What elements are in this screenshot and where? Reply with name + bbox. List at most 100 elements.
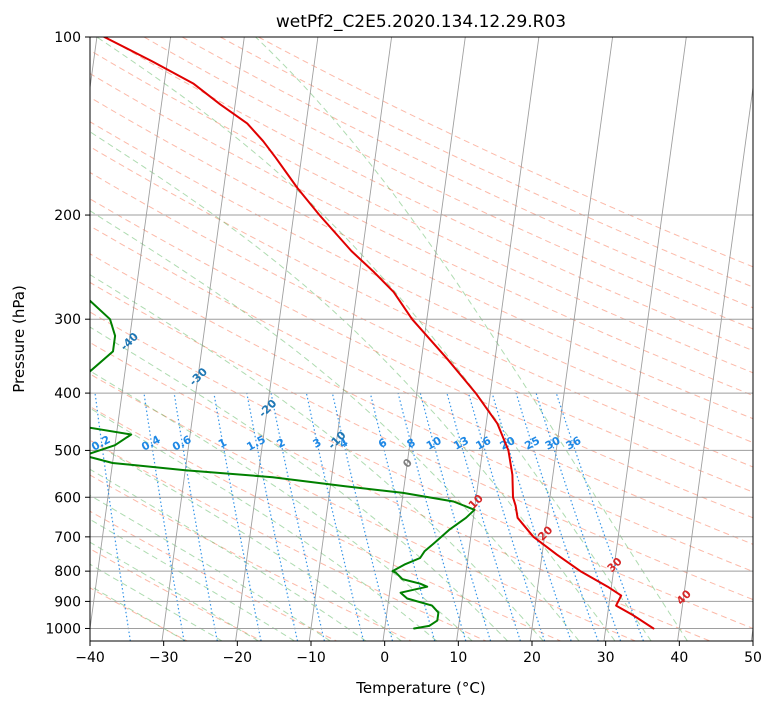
y-tick-label: 100: [54, 30, 81, 46]
moist-adiabat: [96, 37, 652, 641]
isotherm-line: [90, 37, 172, 632]
y-tick-label: 700: [54, 530, 81, 546]
isotherm-line: [456, 37, 540, 641]
y-tick-label: 1000: [45, 621, 81, 637]
mixing-ratio-label: 10: [424, 434, 444, 453]
moist-adiabat: [255, 37, 688, 641]
mixing-ratio-label: 36: [564, 434, 584, 453]
dry-adiabat: [143, 37, 753, 330]
moist-adiabat: [90, 210, 580, 641]
isotherm-label: -40: [118, 330, 141, 353]
mixing-ratio-line: [331, 392, 394, 641]
mixing-ratio-line: [419, 392, 492, 641]
mixing-ratio-line: [270, 392, 325, 641]
y-tick-label: 300: [54, 312, 81, 328]
plot-frame: [89, 36, 754, 642]
mixing-ratio-label: 16: [474, 434, 494, 453]
mixing-ratio-line: [397, 392, 467, 641]
moist-adiabat: [90, 468, 367, 641]
dry-adiabat: [90, 49, 753, 374]
mixing-ratio-line: [305, 392, 365, 641]
dry-adiabat: [90, 225, 753, 545]
mixing-ratio-line: [491, 392, 572, 641]
moist-adiabat: [90, 439, 402, 641]
mixing-ratio-line: [213, 392, 262, 641]
mixing-ratio-label: 25: [522, 434, 542, 453]
dry-adiabat: [90, 146, 753, 468]
moist-adiabat: [90, 518, 295, 641]
x-tick-label: −20: [223, 650, 253, 666]
mixing-ratio-line: [467, 392, 546, 641]
isotherm-line: [677, 84, 753, 641]
dry-adiabat: [90, 510, 337, 641]
mixing-ratio-line: [173, 392, 218, 641]
moist-adiabat: [90, 274, 544, 641]
temperature-profile: [103, 37, 655, 630]
moist-adiabat: [90, 585, 186, 641]
y-tick-label: 500: [54, 443, 81, 459]
dry-adiabat: [90, 406, 561, 641]
moist-adiabat: [90, 541, 259, 641]
y-tick-label: 400: [54, 386, 81, 402]
moist-adiabat: [90, 370, 473, 641]
x-tick-label: 0: [380, 650, 389, 666]
x-tick-label: −40: [75, 650, 105, 666]
x-axis: −40 −30 −20 −10 0 10 20 30 40 50: [75, 641, 762, 666]
x-tick-label: 30: [597, 650, 615, 666]
dry-adiabat: [181, 37, 753, 309]
dry-adiabat: [90, 474, 412, 641]
isotherm-line: [750, 625, 753, 641]
y-axis-title: Pressure (hPa): [10, 285, 28, 393]
isotherm-line: [235, 37, 319, 641]
mixing-ratio-line: [369, 392, 436, 641]
isotherm-label: -20: [256, 397, 279, 420]
moist-adiabat: [90, 131, 616, 641]
x-tick-label: −30: [149, 650, 179, 666]
mixing-ratio-label: 6: [376, 436, 389, 451]
dry-adiabat: [220, 37, 753, 288]
moist-adiabat: [90, 326, 508, 641]
sounding-profiles: [90, 37, 655, 630]
x-axis-title: Temperature (°C): [355, 679, 485, 697]
x-tick-label: 40: [670, 650, 688, 666]
isotherm-line: [529, 37, 614, 641]
mixing-ratio-line: [94, 393, 131, 641]
isotherm-line: [161, 37, 245, 641]
mixing-ratio-line: [446, 392, 521, 641]
background-lines: [90, 37, 753, 641]
mixing-ratio-label: 3: [311, 436, 324, 451]
y-axis: 100 200 300 400 500 600 700 800 900 1000: [45, 30, 90, 637]
dry-adiabat: [90, 373, 636, 641]
x-tick-label: 10: [449, 650, 467, 666]
isotherm-label: -50: [50, 290, 73, 313]
moist-adiabat: [90, 407, 438, 641]
dry-adiabat: [105, 37, 753, 352]
x-tick-label: 50: [744, 650, 762, 666]
dry-adiabat: [258, 37, 753, 268]
y-tick-label: 800: [54, 564, 81, 580]
y-tick-label: 900: [54, 594, 81, 610]
mixing-ratio-line: [535, 392, 622, 641]
isotherm-line: [308, 37, 393, 641]
mixing-ratio-line: [515, 392, 599, 641]
x-tick-label: −10: [296, 650, 326, 666]
moist-adiabat: [90, 563, 223, 641]
mixing-ratio-label: 13: [451, 434, 471, 453]
mixing-ratio-label: 8: [405, 436, 418, 451]
x-tick-label: 20: [523, 650, 541, 666]
dry-adiabat: [90, 281, 753, 601]
dry-adiabat: [90, 72, 753, 397]
dry-adiabat: [90, 311, 753, 629]
isotherm-label: -60: [0, 245, 6, 268]
mixing-ratio-label: 1: [216, 436, 229, 451]
dry-adiabat: [90, 121, 753, 444]
y-tick-label: 600: [54, 490, 81, 506]
y-tick-label: 200: [54, 208, 81, 224]
mixing-ratio-label: 30: [543, 434, 563, 453]
mixing-ratio-line: [143, 393, 185, 641]
pressure-grid: [90, 37, 753, 629]
mixing-ratio-line: [246, 392, 299, 641]
isotherm-line: [603, 37, 687, 641]
mixing-ratio-line: [555, 392, 644, 641]
